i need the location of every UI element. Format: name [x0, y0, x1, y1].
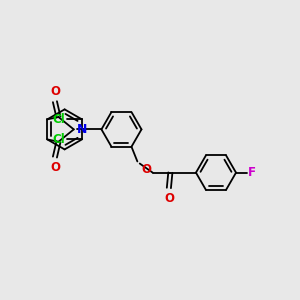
Text: F: F — [248, 166, 256, 179]
Text: O: O — [50, 85, 60, 98]
Text: O: O — [164, 192, 174, 205]
Text: Cl: Cl — [52, 113, 65, 126]
Text: N: N — [77, 123, 88, 136]
Text: Cl: Cl — [52, 133, 65, 146]
Text: O: O — [141, 163, 151, 176]
Text: O: O — [50, 161, 60, 174]
